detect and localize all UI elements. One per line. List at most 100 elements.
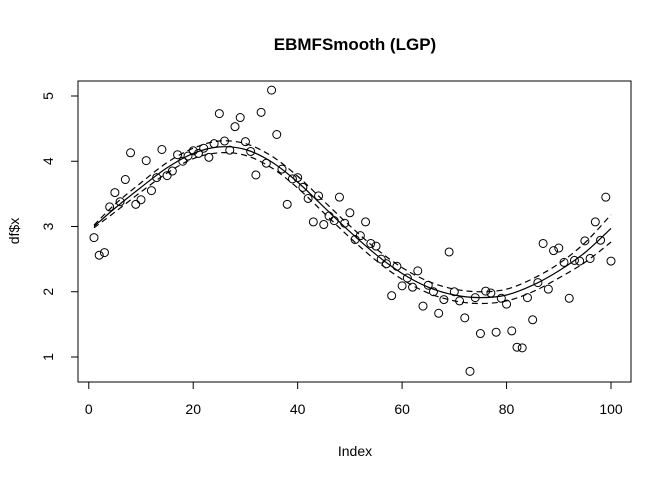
data-point (204, 152, 214, 162)
data-point (470, 293, 480, 303)
data-point (324, 211, 334, 221)
y-axis-label: df$x (6, 218, 22, 244)
data-point (460, 313, 470, 323)
data-point (449, 287, 459, 297)
data-point (392, 261, 402, 271)
data-point (277, 164, 287, 174)
data-point (308, 217, 318, 227)
data-point (99, 248, 109, 258)
data-point (235, 113, 245, 123)
data-point (418, 301, 428, 311)
data-point (94, 250, 104, 260)
data-point (319, 220, 329, 230)
data-point (596, 235, 606, 245)
data-point (569, 255, 579, 265)
x-tick-label: 80 (499, 401, 515, 417)
data-point (183, 151, 193, 161)
data-point (402, 273, 412, 283)
data-point (564, 293, 574, 303)
y-tick-label: 5 (40, 92, 56, 100)
data-point (366, 238, 376, 248)
data-point (251, 170, 261, 180)
data-point (167, 166, 177, 176)
data-point (371, 241, 381, 251)
x-tick-label: 20 (185, 401, 201, 417)
fit-lines (93, 140, 612, 305)
fit-line (93, 146, 612, 299)
data-point (115, 197, 125, 207)
data-point (606, 256, 616, 266)
data-point (444, 247, 454, 257)
x-tick-label: 0 (85, 401, 93, 417)
data-point (538, 238, 548, 248)
data-point (428, 287, 438, 297)
data-point (512, 342, 522, 352)
data-point (408, 282, 418, 292)
data-point (549, 246, 559, 256)
data-point (491, 327, 501, 337)
data-point (340, 218, 350, 228)
data-point (559, 257, 569, 267)
y-tick-label: 2 (40, 288, 56, 296)
data-point (230, 122, 240, 132)
data-point (554, 243, 564, 253)
data-point (293, 173, 303, 183)
y-tick-label: 3 (40, 222, 56, 230)
data-point (486, 288, 496, 298)
data-point (272, 129, 282, 139)
data-point (397, 281, 407, 291)
data-point (199, 143, 209, 153)
data-point (434, 308, 444, 318)
data-point (387, 291, 397, 301)
data-point (303, 193, 313, 203)
data-point (334, 192, 344, 202)
data-point (256, 107, 266, 117)
data-point (261, 158, 271, 168)
data-point (209, 139, 219, 149)
data-point (267, 85, 277, 95)
data-point (329, 216, 339, 226)
y-tick-label: 1 (40, 353, 56, 361)
data-point (146, 186, 156, 196)
data-point (533, 278, 543, 288)
data-point (601, 192, 611, 202)
data-point (298, 182, 308, 192)
data-point (136, 195, 146, 205)
data-point (507, 326, 517, 336)
data-point (240, 137, 250, 147)
data-point (465, 366, 475, 376)
data-point (361, 217, 371, 227)
x-tick-label: 40 (290, 401, 306, 417)
data-point (214, 109, 224, 119)
data-point (481, 286, 491, 296)
data-point (455, 296, 465, 306)
data-point (105, 202, 115, 212)
data-point (120, 175, 130, 185)
data-point (345, 208, 355, 218)
data-point (575, 256, 585, 266)
y-tick-label: 4 (40, 157, 56, 165)
data-point (131, 199, 141, 209)
data-points (89, 85, 616, 376)
data-point (517, 343, 527, 353)
data-point (522, 293, 532, 303)
data-point (89, 233, 99, 243)
data-point (188, 146, 198, 156)
data-point (413, 266, 423, 276)
data-point (141, 156, 151, 166)
data-point (376, 254, 386, 264)
data-point (178, 156, 188, 166)
chart-title: EBMFSmooth (LGP) (274, 35, 436, 54)
x-tick-label: 60 (394, 401, 410, 417)
x-axis-label: Index (338, 443, 372, 459)
x-tick-label: 100 (599, 401, 623, 417)
data-point (193, 148, 203, 158)
data-point (110, 188, 120, 198)
data-point (580, 236, 590, 246)
data-point (152, 173, 162, 183)
data-point (246, 146, 256, 156)
data-point (157, 145, 167, 155)
data-point (528, 315, 538, 325)
